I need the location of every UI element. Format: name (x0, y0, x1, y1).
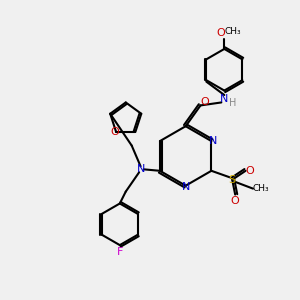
Text: O: O (231, 196, 240, 206)
Text: CH₃: CH₃ (224, 27, 241, 36)
Text: F: F (117, 247, 123, 257)
Text: N: N (182, 182, 190, 192)
Text: O: O (110, 127, 119, 137)
Text: N: N (136, 164, 145, 174)
Text: O: O (201, 98, 209, 107)
Text: N: N (209, 136, 217, 146)
Text: O: O (246, 166, 254, 176)
Text: H: H (229, 98, 236, 108)
Text: O: O (216, 28, 225, 38)
Text: S: S (229, 175, 236, 185)
Text: N: N (220, 94, 229, 104)
Text: CH₃: CH₃ (252, 184, 269, 193)
